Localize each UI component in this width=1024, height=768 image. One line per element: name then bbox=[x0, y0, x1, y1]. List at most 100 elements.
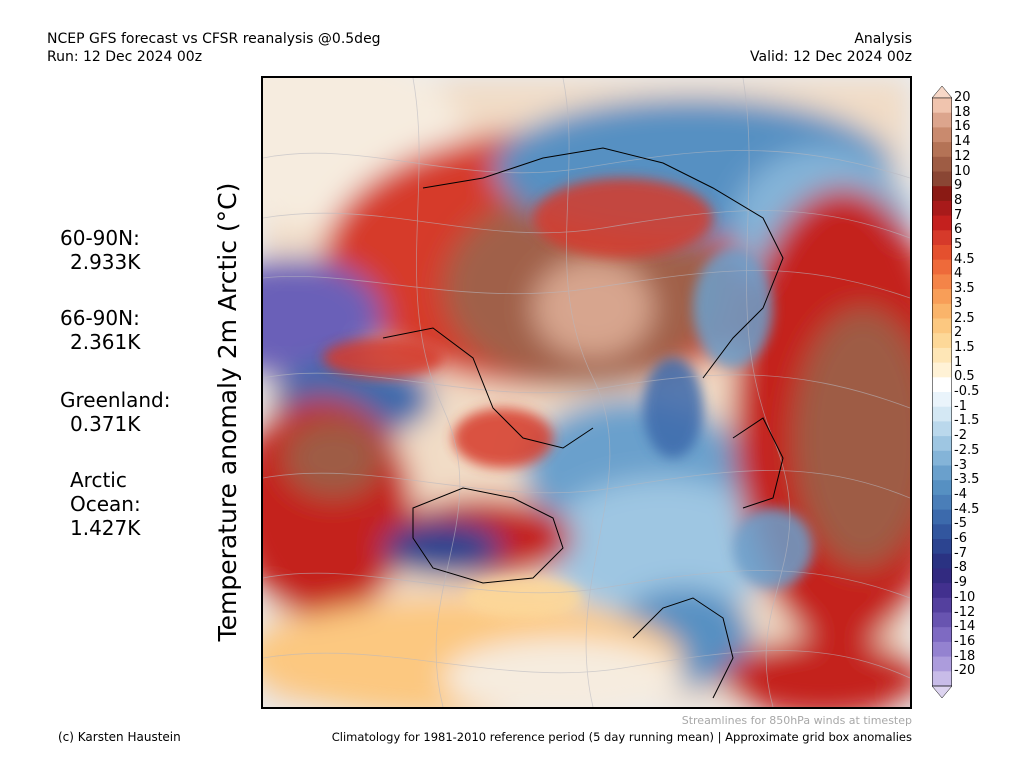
colorbar-band bbox=[932, 156, 952, 172]
colorbar-band bbox=[932, 480, 952, 496]
colorbar-band bbox=[932, 377, 952, 393]
colorbar-tick-label: 2.5 bbox=[954, 310, 975, 326]
stat-label: 60-90N: bbox=[60, 226, 140, 250]
colorbar-band bbox=[932, 392, 952, 408]
colorbar-band bbox=[932, 656, 952, 672]
colorbar bbox=[932, 86, 952, 698]
colorbar-tick-label: 12 bbox=[954, 148, 971, 164]
colorbar-band bbox=[932, 215, 952, 231]
colorbar-tick-label: -0.5 bbox=[954, 384, 980, 399]
colorbar-tick-label: 1.5 bbox=[954, 339, 975, 355]
map-ylabel: Temperature anomaly 2m Arctic (°C) bbox=[213, 182, 242, 642]
colorbar-tick-label: -4.5 bbox=[954, 501, 980, 517]
stat-value: 1.427K bbox=[70, 516, 141, 540]
stat-60-90n: 60-90N: 2.933K bbox=[60, 226, 140, 274]
colorbar-tick-label: -9 bbox=[954, 575, 967, 591]
colorbar-top-arrow bbox=[932, 86, 952, 99]
colorbar-tick-label: 0.5 bbox=[954, 369, 975, 385]
colorbar-band bbox=[932, 303, 952, 319]
colorbar-tick-label: 4.5 bbox=[954, 251, 975, 267]
anomaly-map bbox=[261, 76, 912, 709]
colorbar-tick-label: -8 bbox=[954, 560, 967, 576]
colorbar-band bbox=[932, 98, 952, 114]
colorbar-tick-label: 18 bbox=[954, 104, 971, 120]
colorbar-band bbox=[932, 112, 952, 128]
colorbar-tick-label: 14 bbox=[954, 134, 971, 150]
colorbar-tick-label: -1 bbox=[954, 398, 967, 414]
colorbar-band bbox=[932, 421, 952, 437]
colorbar-tick-label: 16 bbox=[954, 119, 971, 135]
stat-value: 2.361K bbox=[70, 330, 141, 354]
colorbar-band bbox=[932, 186, 952, 202]
colorbar-band bbox=[932, 494, 952, 511]
stat-label: Arctic bbox=[70, 468, 127, 492]
colorbar-band bbox=[932, 245, 952, 261]
colorbar-tick-label: -5 bbox=[954, 516, 967, 532]
stat-greenland: Greenland: 0.371K bbox=[60, 388, 171, 436]
colorbar-tick-label: -12 bbox=[954, 604, 976, 620]
colorbar-tick-label: -4 bbox=[954, 486, 967, 502]
colorbar-band bbox=[932, 318, 952, 334]
colorbar-bottom-arrow bbox=[932, 685, 952, 698]
colorbar-tick-label: 5 bbox=[954, 237, 963, 252]
header-right: Analysis Valid: 12 Dec 2024 00z bbox=[750, 30, 912, 66]
stat-arctic-ocean: Arctic Ocean: 1.427K bbox=[70, 468, 141, 540]
colorbar-band bbox=[932, 627, 952, 643]
analysis-label: Analysis bbox=[854, 31, 912, 47]
colorbar-band bbox=[932, 450, 952, 466]
colorbar-band bbox=[932, 509, 952, 525]
colorbar-band bbox=[932, 259, 952, 275]
colorbar-band bbox=[932, 289, 952, 305]
run-time: Run: 12 Dec 2024 00z bbox=[47, 49, 203, 65]
credit: (c) Karsten Haustein bbox=[58, 730, 181, 744]
colorbar-tick-label: -14 bbox=[954, 619, 976, 635]
colorbar-tick-label: 2 bbox=[954, 325, 963, 341]
colorbar-tick-label: -18 bbox=[954, 648, 976, 664]
valid-time: Valid: 12 Dec 2024 00z bbox=[750, 49, 912, 65]
colorbar-band bbox=[932, 230, 952, 246]
colorbar-tick-label: 10 bbox=[954, 163, 971, 179]
stat-label: 66-90N: bbox=[60, 306, 140, 330]
stat-value: 0.371K bbox=[70, 412, 141, 436]
colorbar-tick-label: -2.5 bbox=[954, 442, 980, 458]
colorbar-tick-label: 3 bbox=[954, 295, 963, 311]
colorbar-tick-label: -10 bbox=[954, 589, 976, 605]
colorbar-tick-label: -16 bbox=[954, 633, 976, 649]
colorbar-band bbox=[932, 641, 952, 658]
colorbar-band bbox=[932, 274, 952, 290]
colorbar-tick-label: 8 bbox=[954, 192, 963, 208]
colorbar-band bbox=[932, 333, 952, 349]
colorbar-tick-label: 4 bbox=[954, 266, 963, 282]
model-title: NCEP GFS forecast vs CFSR reanalysis @0.… bbox=[47, 31, 381, 47]
colorbar-tick-label: 7 bbox=[954, 207, 963, 223]
colorbar-band bbox=[932, 539, 952, 555]
colorbar-tick-label: -3.5 bbox=[954, 472, 980, 488]
colorbar-band bbox=[932, 568, 952, 584]
streamline-note: Streamlines for 850hPa winds at timestep bbox=[681, 714, 912, 727]
colorbar-tick-label: -1.5 bbox=[954, 413, 980, 429]
stat-66-90n: 66-90N: 2.361K bbox=[60, 306, 140, 354]
colorbar-band bbox=[932, 406, 952, 422]
colorbar-tick-label: -6 bbox=[954, 531, 967, 546]
colorbar-tick-label: -7 bbox=[954, 545, 967, 561]
colorbar-tick-label: -20 bbox=[954, 663, 976, 679]
colorbar-tick-label: -3 bbox=[954, 457, 967, 473]
colorbar-tick-label: 1 bbox=[954, 354, 963, 370]
colorbar-band bbox=[932, 612, 952, 628]
colorbar-tick-label: 9 bbox=[954, 178, 963, 194]
colorbar-band bbox=[932, 436, 952, 452]
colorbar-band bbox=[932, 127, 952, 143]
colorbar-band bbox=[932, 671, 952, 687]
colorbar-tick-label: 20 bbox=[954, 90, 971, 105]
colorbar-band bbox=[932, 142, 952, 158]
stat-label: Greenland: bbox=[60, 388, 171, 412]
colorbar-band bbox=[932, 362, 952, 378]
stat-label: Ocean: bbox=[70, 492, 141, 516]
header-left: NCEP GFS forecast vs CFSR reanalysis @0.… bbox=[47, 30, 381, 66]
climatology-note: Climatology for 1981-2010 reference peri… bbox=[331, 730, 912, 744]
colorbar-band bbox=[932, 347, 952, 364]
colorbar-band bbox=[932, 171, 952, 187]
colorbar-band bbox=[932, 200, 952, 217]
colorbar-band bbox=[932, 465, 952, 481]
colorbar-band bbox=[932, 553, 952, 569]
